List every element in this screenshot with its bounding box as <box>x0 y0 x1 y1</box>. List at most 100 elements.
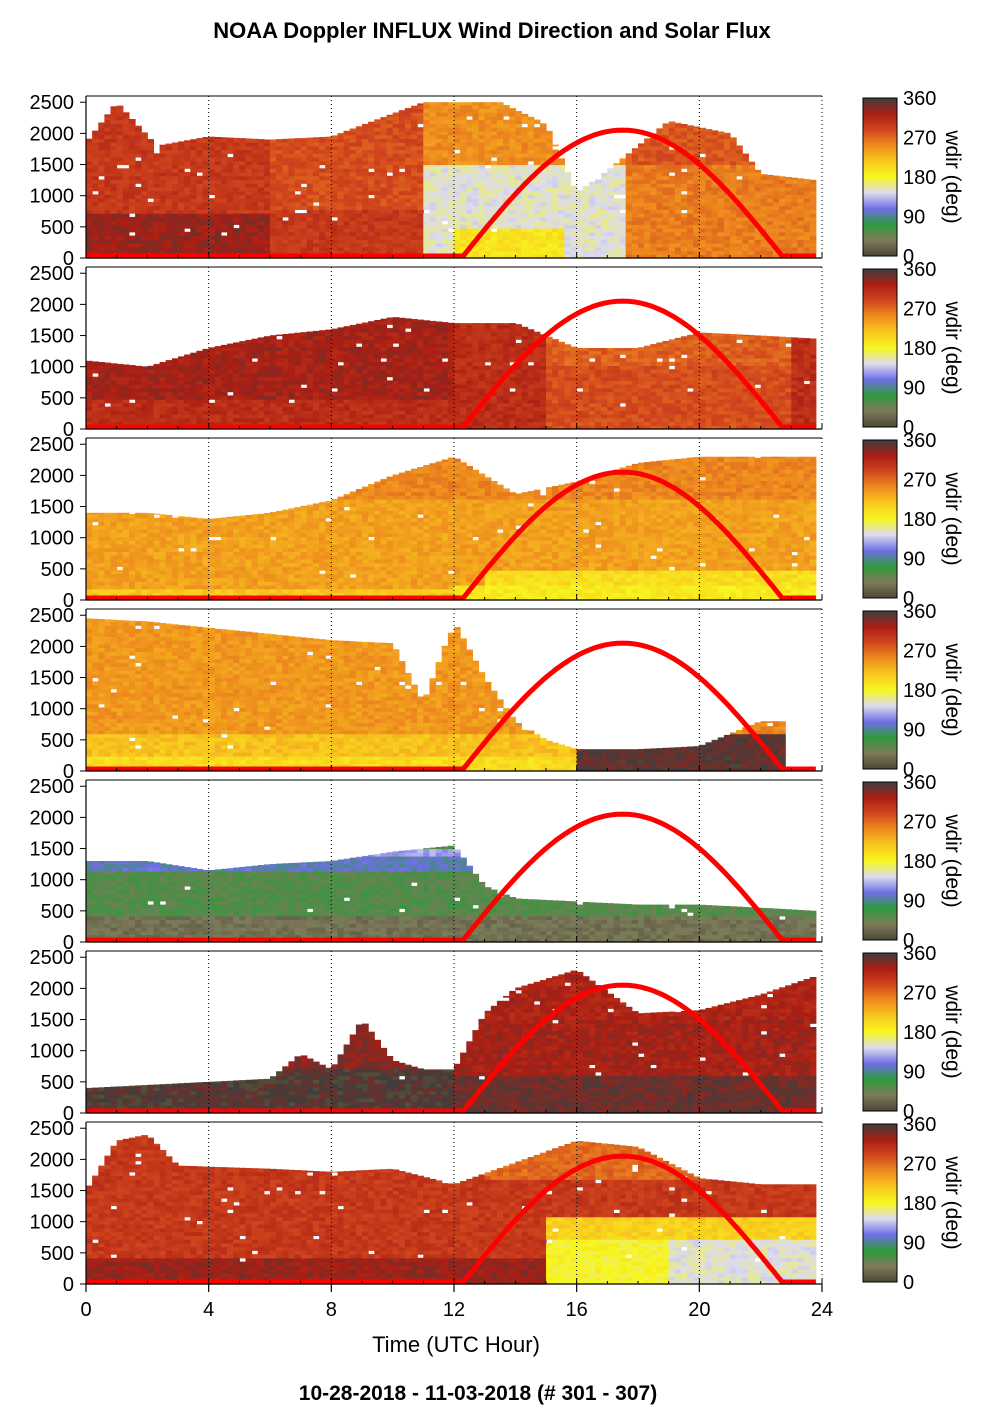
heatmap-cell <box>227 358 234 363</box>
heatmap-cell <box>601 194 608 199</box>
heatmap-cell <box>533 235 541 240</box>
heatmap-cell <box>417 104 424 109</box>
heatmap-cell <box>135 410 142 415</box>
heatmap-cell <box>644 142 651 147</box>
heatmap-cell <box>766 250 774 255</box>
heatmap-cell <box>116 216 124 222</box>
heatmap-cell <box>539 160 547 166</box>
heatmap-cell <box>165 213 173 218</box>
heatmap-cell <box>398 250 406 255</box>
heatmap-cell <box>355 335 363 340</box>
heatmap-cell <box>625 235 633 240</box>
heatmap-cell <box>220 406 228 411</box>
heatmap-cell <box>208 198 216 203</box>
heatmap-cell <box>533 231 541 237</box>
heatmap-cell <box>319 175 326 181</box>
heatmap-cell <box>135 175 142 181</box>
heatmap-cell <box>196 149 204 154</box>
heatmap-cell <box>417 134 424 139</box>
heatmap-cell <box>656 254 664 259</box>
heatmap-cell <box>527 149 535 154</box>
heatmap-cell <box>723 213 731 218</box>
heatmap-cell <box>343 406 351 411</box>
heatmap-cell <box>515 231 522 237</box>
heatmap-cell <box>294 179 302 184</box>
heatmap-cell <box>92 417 99 423</box>
heatmap-cell <box>619 201 627 207</box>
heatmap-cell <box>159 250 167 255</box>
heatmap-cell <box>398 127 406 132</box>
heatmap-cell <box>227 365 234 370</box>
heatmap-cell <box>460 246 467 252</box>
heatmap-cell <box>270 380 277 385</box>
heatmap-cell <box>644 172 651 177</box>
heatmap-cell <box>656 149 664 154</box>
heatmap-cell <box>208 347 216 352</box>
heatmap-cell <box>711 250 719 255</box>
heatmap-cell <box>263 164 271 169</box>
heatmap-cell <box>98 224 105 229</box>
heatmap-cell <box>656 209 664 214</box>
heatmap-cell <box>98 243 105 248</box>
heatmap-cell <box>699 157 706 162</box>
heatmap-cell <box>319 137 326 139</box>
heatmap-cell <box>435 187 443 192</box>
heatmap-cell <box>779 243 786 248</box>
heatmap-cell <box>460 175 467 181</box>
heatmap-cell <box>674 164 682 169</box>
heatmap-cell <box>147 399 154 404</box>
heatmap-cell <box>625 157 633 162</box>
heatmap-cell <box>380 149 388 154</box>
heatmap-cell <box>398 224 406 229</box>
heatmap-cell <box>184 391 191 396</box>
heatmap-cell <box>214 220 222 225</box>
heatmap-cell <box>233 160 240 166</box>
heatmap-cell <box>208 187 216 192</box>
heatmap-cell <box>558 179 565 184</box>
heatmap-cell <box>202 142 210 147</box>
heatmap-cell <box>539 134 547 139</box>
heatmap-cell <box>319 410 326 415</box>
heatmap-cell <box>208 402 216 408</box>
heatmap-cell <box>171 220 179 225</box>
heatmap-cell <box>454 123 461 128</box>
heatmap-cell <box>239 209 246 214</box>
heatmap-cell <box>349 228 357 233</box>
heatmap-cell <box>423 112 430 117</box>
heatmap-cell <box>368 216 375 222</box>
heatmap-cell <box>135 395 142 400</box>
heatmap-cell <box>392 220 400 225</box>
heatmap-cell <box>331 339 338 344</box>
heatmap-cell <box>460 243 467 248</box>
heatmap-cell <box>312 190 320 195</box>
heatmap-cell <box>282 358 289 363</box>
heatmap-cell <box>693 235 700 240</box>
heatmap-cell <box>270 139 277 143</box>
heatmap-cell <box>245 380 253 385</box>
heatmap-cell <box>638 175 645 181</box>
heatmap-cell <box>245 391 253 396</box>
heatmap-cell <box>533 213 541 218</box>
heatmap-cell <box>380 153 388 158</box>
heatmap-cell <box>552 190 559 195</box>
heatmap-cell <box>564 201 572 207</box>
heatmap-cell <box>760 209 768 214</box>
heatmap-cell <box>392 168 400 173</box>
heatmap-cell <box>306 175 314 181</box>
heatmap-cell <box>190 213 197 218</box>
heatmap-cell <box>699 220 706 225</box>
heatmap-cell <box>429 183 437 188</box>
heatmap-cell <box>705 201 713 207</box>
heatmap-cell <box>178 243 185 248</box>
heatmap-cell <box>159 216 167 222</box>
heatmap-cell <box>638 254 645 259</box>
heatmap-cell <box>147 149 154 154</box>
heatmap-cell <box>368 205 375 210</box>
heatmap-cell <box>742 190 749 195</box>
heatmap-cell <box>196 142 204 147</box>
heatmap-cell <box>282 168 289 173</box>
heatmap-cell <box>754 179 762 184</box>
heatmap-cell <box>466 220 473 225</box>
heatmap-cell <box>631 160 639 166</box>
heatmap-cell <box>423 145 430 151</box>
